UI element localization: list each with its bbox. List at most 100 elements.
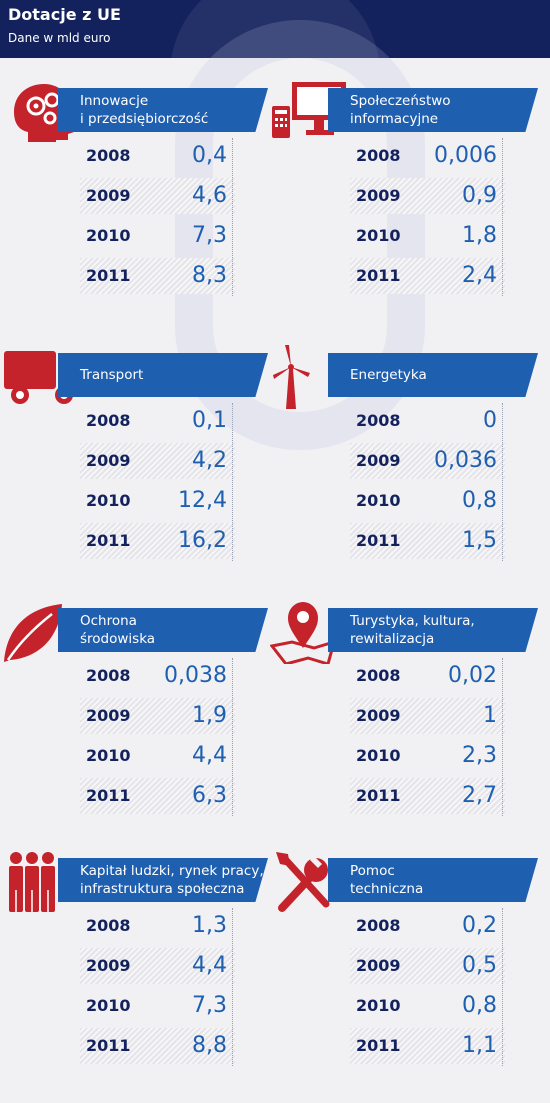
year-label: 2009 [86,956,131,975]
table-row: 2009 4,6 [80,178,235,214]
category-panel: Innowacje i przedsiębiorczość 2008 0,4 2009… [0,80,275,305]
table-row: 2008 0,2 [350,908,505,944]
table-row: 2011 8,3 [80,258,235,294]
table-row: 2009 0,036 [350,443,505,479]
category-label: Ochrona środowiska [80,613,156,647]
table-row: 2008 0,1 [80,403,235,439]
year-label: 2011 [356,786,401,805]
table-row: 2011 6,3 [80,778,235,814]
year-label: 2008 [356,666,401,685]
value-label: 1,1 [462,1033,497,1058]
table-row: 2008 0,4 [80,138,235,174]
year-label: 2008 [86,916,131,935]
year-label: 2011 [356,531,401,550]
map-pin-icon [269,600,350,666]
value-label: 0,9 [462,183,497,208]
category-label: Turystyka, kultura, rewitalizacja [350,613,475,647]
value-label: 1,8 [462,223,497,248]
value-label: 4,2 [192,448,227,473]
divider [232,908,233,1066]
value-label: 2,3 [462,743,497,768]
table-row: 2009 4,4 [80,948,235,984]
year-label: 2008 [86,666,131,685]
category-label: Kapitał ludzki, rynek pracy, infrastrukt… [80,863,264,897]
divider [502,138,503,296]
value-label: 1,5 [462,528,497,553]
year-label: 2011 [86,531,131,550]
year-label: 2008 [356,146,401,165]
year-label: 2009 [356,956,401,975]
table-row: 2009 1 [350,698,505,734]
value-label: 7,3 [192,993,227,1018]
table-row: 2009 1,9 [80,698,235,734]
table-row: 2011 16,2 [80,523,235,559]
category-banner: Ochrona środowiska [58,608,268,652]
category-label: Energetyka [350,367,427,383]
year-label: 2011 [86,266,131,285]
value-label: 0,4 [192,143,227,168]
value-label: 1 [483,703,497,728]
category-banner: Społeczeństwo informacyjne [328,88,538,132]
divider [502,658,503,816]
category-banner: Transport [58,353,268,397]
category-panel: Kapitał ludzki, rynek pracy, infrastrukt… [0,850,275,1075]
divider [232,403,233,561]
value-label: 16,2 [178,528,227,553]
table-row: 2009 0,9 [350,178,505,214]
year-label: 2011 [356,266,401,285]
table-row: 2010 2,3 [350,738,505,774]
year-label: 2008 [86,411,131,430]
value-label: 4,4 [192,953,227,978]
year-label: 2010 [356,746,401,765]
table-row: 2010 0,8 [350,483,505,519]
category-label: Społeczeństwo informacyjne [350,93,451,127]
table-row: 2008 0,038 [80,658,235,694]
table-row: 2010 1,8 [350,218,505,254]
value-label: 0,036 [434,448,497,473]
year-label: 2009 [86,451,131,470]
divider [232,658,233,816]
table-row: 2008 0,006 [350,138,505,174]
value-label: 1,9 [192,703,227,728]
value-label: 0,2 [462,913,497,938]
value-label: 0,006 [434,143,497,168]
year-label: 2010 [86,226,131,245]
year-label: 2010 [86,996,131,1015]
value-label: 4,6 [192,183,227,208]
value-label: 1,3 [192,913,227,938]
category-banner: Innowacje i przedsiębiorczość [58,88,268,132]
value-label: 8,8 [192,1033,227,1058]
category-banner: Pomoc techniczna [328,858,538,902]
year-label: 2009 [356,186,401,205]
category-banner: Turystyka, kultura, rewitalizacja [328,608,538,652]
table-row: 2008 1,3 [80,908,235,944]
category-panel: Ochrona środowiska 2008 0,038 2009 1,9 2010 4,… [0,600,275,825]
page-subtitle: Dane w mld euro [8,31,111,45]
table-row: 2011 1,5 [350,523,505,559]
year-label: 2009 [86,706,131,725]
value-label: 0,8 [462,993,497,1018]
category-label: Pomoc techniczna [350,863,424,897]
table-row: 2009 0,5 [350,948,505,984]
year-label: 2009 [86,186,131,205]
value-label: 0,038 [164,663,227,688]
wind-turbine-icon [270,345,350,409]
category-panel: Transport 2008 0,1 2009 4,2 2010 12,4 2011 16,2 [0,345,275,570]
year-label: 2010 [356,491,401,510]
value-label: 0,8 [462,488,497,513]
value-label: 2,7 [462,783,497,808]
year-label: 2011 [356,1036,401,1055]
year-label: 2008 [356,916,401,935]
value-label: 0,1 [192,408,227,433]
year-label: 2008 [356,411,401,430]
tools-icon [270,850,350,914]
table-row: 2011 2,7 [350,778,505,814]
value-label: 8,3 [192,263,227,288]
table-row: 2010 7,3 [80,988,235,1024]
category-panel: Energetyka 2008 0 2009 0,036 2010 0,8 2011 1,5 [270,345,545,570]
value-label: 6,3 [192,783,227,808]
table-row: 2011 8,8 [80,1028,235,1064]
value-label: 7,3 [192,223,227,248]
table-row: 2008 0,02 [350,658,505,694]
table-row: 2009 4,2 [80,443,235,479]
